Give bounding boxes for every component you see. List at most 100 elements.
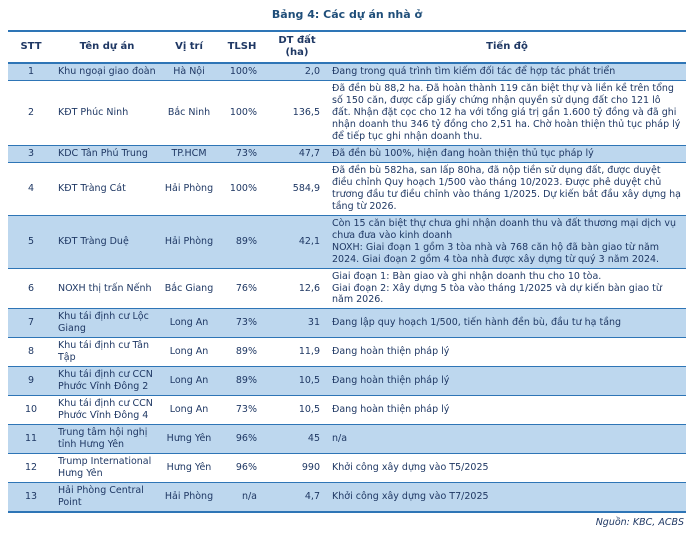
cell-area: 10,5	[266, 395, 328, 426]
table-row: 1 Khu ngoại giao đoàn Hà Nội 100% 2,0 Đang tr…	[8, 63, 686, 81]
cell-area: 12,6	[266, 268, 328, 310]
cell-progress: Giai đoạn 1: Bàn giao và ghi nhận doanh …	[328, 268, 686, 310]
cell-location: Bắc Giang	[160, 268, 218, 310]
source-note: Nguồn: KBC, ACBS	[595, 517, 684, 528]
cell-name: Khu tái định cư Tân Tập	[54, 337, 160, 368]
table-row: 9 Khu tái định cư CCN Phước Vĩnh Đông 2 Lo…	[8, 366, 686, 397]
cell-area: 11,9	[266, 337, 328, 368]
cell-stt: 10	[8, 395, 54, 426]
cell-tlsh: 89%	[218, 337, 266, 368]
cell-stt: 2	[8, 80, 54, 146]
cell-stt: 3	[8, 145, 54, 163]
cell-location: Bắc Ninh	[160, 80, 218, 146]
cell-stt: 12	[8, 453, 54, 484]
cell-progress: Còn 15 căn biệt thự chưa ghi nhận doanh …	[328, 215, 686, 269]
cell-location: Hải Phòng	[160, 482, 218, 514]
table-row: 7 Khu tái định cư Lộc Giang Long An 73% 31 Đa…	[8, 308, 686, 339]
cell-area: 2,0	[266, 63, 328, 81]
table-row: 13 Hải Phòng Central Point Hải Phòng n/a 4,7…	[8, 482, 686, 514]
cell-progress: n/a	[328, 424, 686, 455]
housing-projects-table: STT Tên dự án Vị trí TLSH DT đất (ha) Ti…	[8, 30, 686, 514]
table-body: 1 Khu ngoại giao đoàn Hà Nội 100% 2,0 Đang tr…	[8, 63, 686, 514]
report-page: Bảng 4: Các dự án nhà ở STT Tên dự án Vị…	[8, 4, 686, 528]
cell-location: Hải Phòng	[160, 215, 218, 269]
table-row: 11 Trung tâm hội nghị tỉnh Hưng Yên Hưng Y…	[8, 424, 686, 455]
table-row: 6 NOXH thị trấn Nếnh Bắc Giang 76% 12,6 Giai …	[8, 268, 686, 310]
cell-progress: Đang trong quá trình tìm kiếm đối tác để…	[328, 63, 686, 81]
cell-name: KDC Tân Phú Trung	[54, 145, 160, 163]
cell-area: 42,1	[266, 215, 328, 269]
cell-area: 45	[266, 424, 328, 455]
cell-area: 10,5	[266, 366, 328, 397]
cell-area: 584,9	[266, 162, 328, 216]
cell-name: KĐT Tràng Cát	[54, 162, 160, 216]
cell-name: Khu tái định cư Lộc Giang	[54, 308, 160, 339]
cell-area: 4,7	[266, 482, 328, 514]
table-row: 3 KDC Tân Phú Trung TP.HCM 73% 47,7 Đã đền bù…	[8, 145, 686, 163]
cell-tlsh: 89%	[218, 215, 266, 269]
cell-name: Hải Phòng Central Point	[54, 482, 160, 514]
cell-progress: Đang hoàn thiện pháp lý	[328, 337, 686, 368]
cell-name: Trung tâm hội nghị tỉnh Hưng Yên	[54, 424, 160, 455]
table-row: 12 Trump International Hưng Yên Hưng Yên 96…	[8, 453, 686, 484]
cell-stt: 1	[8, 63, 54, 81]
cell-tlsh: n/a	[218, 482, 266, 514]
cell-tlsh: 73%	[218, 145, 266, 163]
cell-location: Hưng Yên	[160, 453, 218, 484]
cell-name: Khu ngoại giao đoàn	[54, 63, 160, 81]
header-area: DT đất (ha)	[266, 30, 328, 64]
cell-name: Khu tái định cư CCN Phước Vĩnh Đông 2	[54, 366, 160, 397]
cell-location: Long An	[160, 337, 218, 368]
header-name: Tên dự án	[54, 30, 160, 64]
cell-tlsh: 96%	[218, 453, 266, 484]
cell-progress: Đang hoàn thiện pháp lý	[328, 366, 686, 397]
cell-stt: 5	[8, 215, 54, 269]
cell-tlsh: 100%	[218, 63, 266, 81]
cell-progress: Đã đền bù 100%, hiện đang hoàn thiện thủ…	[328, 145, 686, 163]
cell-progress: Đã đền bù 88,2 ha. Đã hoàn thành 119 căn…	[328, 80, 686, 146]
cell-location: Hưng Yên	[160, 424, 218, 455]
cell-progress: Khởi công xây dựng vào T5/2025	[328, 453, 686, 484]
cell-progress: Khởi công xây dựng vào T7/2025	[328, 482, 686, 514]
header-location: Vị trí	[160, 30, 218, 64]
table-row: 8 Khu tái định cư Tân Tập Long An 89% 11,9 Đa…	[8, 337, 686, 368]
header-progress: Tiến độ	[328, 30, 686, 64]
cell-stt: 11	[8, 424, 54, 455]
cell-area: 136,5	[266, 80, 328, 146]
cell-tlsh: 76%	[218, 268, 266, 310]
header-row: STT Tên dự án Vị trí TLSH DT đất (ha) Ti…	[8, 30, 686, 64]
cell-area: 47,7	[266, 145, 328, 163]
cell-location: Hải Phòng	[160, 162, 218, 216]
cell-location: TP.HCM	[160, 145, 218, 163]
table-row: 4 KĐT Tràng Cát Hải Phòng 100% 584,9 Đã đền b…	[8, 162, 686, 216]
cell-stt: 13	[8, 482, 54, 514]
cell-area: 31	[266, 308, 328, 339]
cell-location: Long An	[160, 308, 218, 339]
table-title: Bảng 4: Các dự án nhà ở	[271, 8, 423, 21]
cell-location: Long An	[160, 366, 218, 397]
cell-tlsh: 89%	[218, 366, 266, 397]
cell-name: KĐT Tràng Duệ	[54, 215, 160, 269]
cell-name: KĐT Phúc Ninh	[54, 80, 160, 146]
table-row: 2 KĐT Phúc Ninh Bắc Ninh 100% 136,5 Đã đền bù…	[8, 80, 686, 146]
cell-progress: Đang hoàn thiện pháp lý	[328, 395, 686, 426]
header-stt: STT	[8, 30, 54, 64]
cell-tlsh: 96%	[218, 424, 266, 455]
cell-tlsh: 100%	[218, 162, 266, 216]
table-row: 5 KĐT Tràng Duệ Hải Phòng 89% 42,1 Còn 15 căn…	[8, 215, 686, 269]
cell-stt: 9	[8, 366, 54, 397]
cell-area: 990	[266, 453, 328, 484]
table-header: STT Tên dự án Vị trí TLSH DT đất (ha) Ti…	[8, 30, 686, 64]
cell-name: Khu tái định cư CCN Phước Vĩnh Đông 4	[54, 395, 160, 426]
cell-stt: 6	[8, 268, 54, 310]
header-tlsh: TLSH	[218, 30, 266, 64]
cell-stt: 8	[8, 337, 54, 368]
cell-location: Hà Nội	[160, 63, 218, 81]
cell-name: Trump International Hưng Yên	[54, 453, 160, 484]
cell-name: NOXH thị trấn Nếnh	[54, 268, 160, 310]
cell-stt: 7	[8, 308, 54, 339]
cell-location: Long An	[160, 395, 218, 426]
cell-progress: Đã đền bù 582ha, san lấp 80ha, đã nộp ti…	[328, 162, 686, 216]
cell-stt: 4	[8, 162, 54, 216]
